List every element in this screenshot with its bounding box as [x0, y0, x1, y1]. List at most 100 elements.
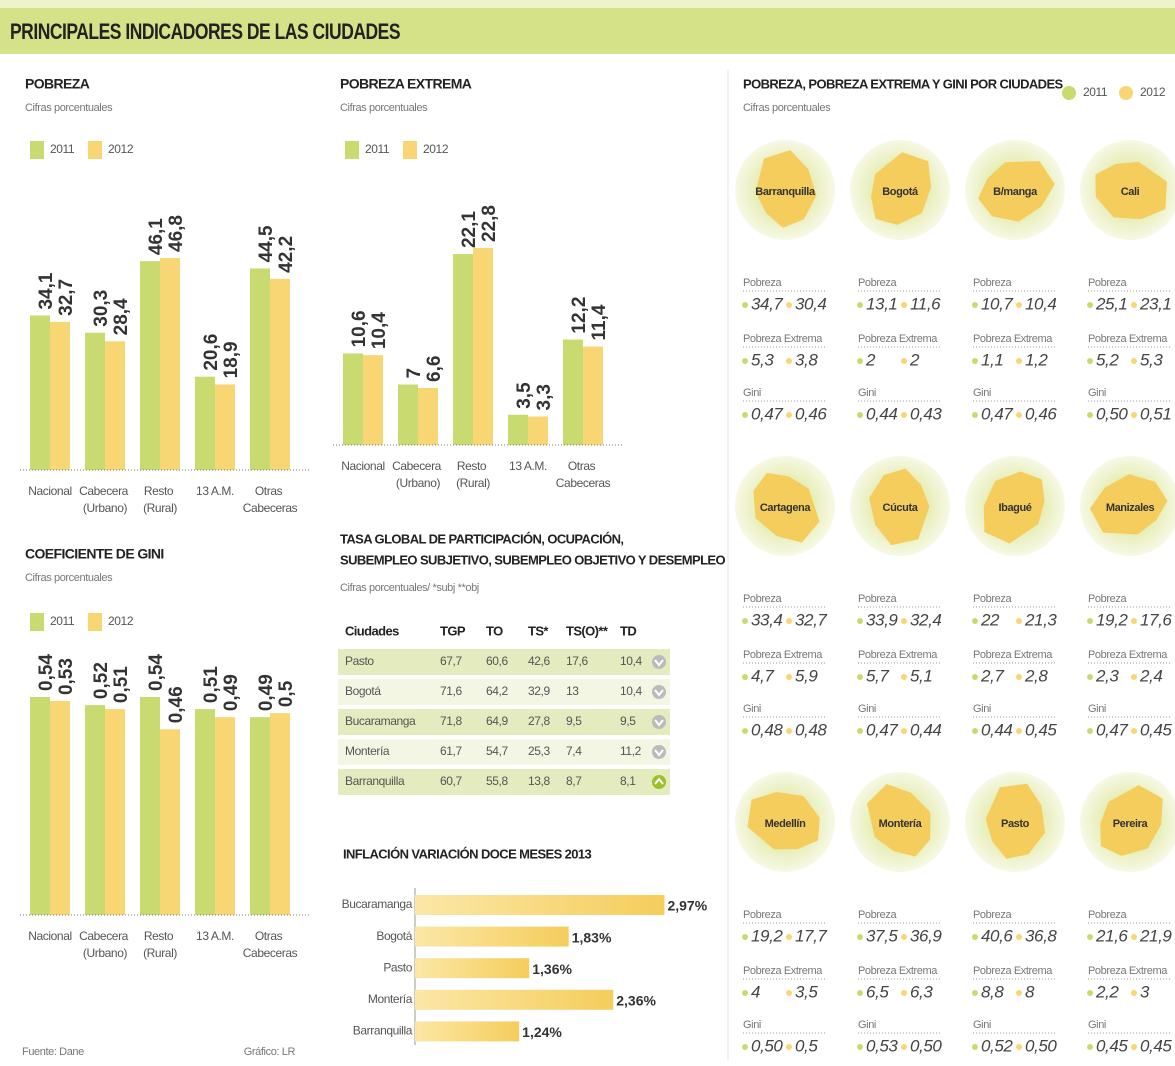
- bar: [140, 261, 160, 470]
- category-label: Cabecera (Urbano): [79, 484, 131, 515]
- city-name: Pasto: [1001, 818, 1030, 830]
- value-dot: [742, 358, 748, 364]
- bar: [583, 346, 603, 445]
- table-cell: 13,8: [528, 774, 550, 788]
- chart-subtitle: Cifras porcentuales: [25, 572, 113, 584]
- city-value: 33,4: [751, 610, 783, 629]
- table-cell: 10,4: [620, 684, 642, 698]
- city-value: 6,3: [910, 982, 933, 1001]
- table-cell: 67,7: [440, 654, 462, 668]
- header-top: [0, 0, 1175, 8]
- bar: [528, 416, 548, 445]
- city-value: 0,45: [1025, 720, 1057, 739]
- field-label: Pobreza Extrema: [1088, 649, 1168, 661]
- city-value: 5,9: [795, 666, 818, 685]
- value-dot: [1131, 728, 1137, 734]
- city-value: 5,3: [751, 350, 774, 369]
- value-dot: [1087, 674, 1093, 680]
- city-value: 0,52: [981, 1036, 1013, 1055]
- table-cell: 64,2: [486, 684, 508, 698]
- city-name: Pereira: [1113, 818, 1149, 830]
- city-value: 36,9: [910, 926, 942, 945]
- value-label: 0,54: [146, 654, 167, 691]
- table-cell: 25,3: [528, 744, 550, 758]
- value-dot: [857, 302, 863, 308]
- table-cell: 55,8: [486, 774, 508, 788]
- value-dot: [1016, 674, 1022, 680]
- city-value: 1,2: [1025, 350, 1048, 369]
- city-map: [871, 152, 932, 225]
- table-cell: 8,1: [620, 774, 636, 788]
- value-dot: [786, 674, 792, 680]
- table-cell: 13: [566, 684, 579, 698]
- value-dot: [1087, 412, 1093, 418]
- field-label: Pobreza: [973, 593, 1012, 605]
- city-value: 8: [1025, 982, 1035, 1001]
- field-label: Pobreza Extrema: [1088, 333, 1168, 345]
- bar: [30, 697, 50, 915]
- bar: [453, 254, 473, 445]
- value-label: 0,52: [91, 662, 112, 699]
- city-value: 30,4: [795, 294, 827, 313]
- field-label: Pobreza Extrema: [743, 333, 823, 345]
- value-dot: [857, 674, 863, 680]
- city-value: 1,1: [981, 350, 1003, 369]
- field-label: Gini: [743, 387, 761, 399]
- value-dot: [901, 674, 907, 680]
- value-label: 34,1: [36, 272, 57, 309]
- value-label: 3,3: [534, 384, 555, 410]
- field-label: Pobreza: [973, 277, 1012, 289]
- value-dot: [857, 618, 863, 624]
- city-map: [985, 783, 1046, 859]
- value-label: 32,7: [56, 279, 77, 316]
- city-value: 5,1: [910, 666, 932, 685]
- panel-subtitle: Cifras porcentuales: [743, 102, 831, 114]
- legend-dot: [1119, 86, 1133, 100]
- value-dot: [901, 934, 907, 940]
- city-value: 23,1: [1139, 294, 1172, 313]
- table-cell: Pasto: [345, 654, 374, 668]
- value-dot: [1131, 990, 1137, 996]
- city-value: 10,7: [981, 294, 1013, 313]
- table-title: TASA GLOBAL DE PARTICIPACIÓN, OCUPACIÓN,: [340, 531, 623, 546]
- city-map: [866, 784, 931, 857]
- bar: [250, 717, 270, 915]
- city-name: Montería: [879, 818, 923, 830]
- table-row: [338, 769, 670, 795]
- table-cell: 61,7: [440, 744, 462, 758]
- value-dot: [1087, 934, 1093, 940]
- value-label: 0,5: [276, 680, 297, 707]
- value-dot: [742, 990, 748, 996]
- table-cell: Barranquilla: [345, 774, 405, 788]
- field-label: Pobreza Extrema: [858, 649, 938, 661]
- legend-label: 2011: [50, 142, 75, 156]
- bar: [140, 697, 160, 915]
- column-header: TO: [486, 623, 503, 638]
- category-label: Cabecera (Urbano): [79, 929, 131, 960]
- city-value: 0,50: [1025, 1036, 1057, 1055]
- city-value: 37,5: [866, 926, 898, 945]
- field-label: Pobreza Extrema: [858, 965, 938, 977]
- value-dot: [1131, 618, 1137, 624]
- value-dot: [972, 728, 978, 734]
- value-label: 44,5: [256, 225, 277, 262]
- value-label: 18,9: [221, 341, 242, 378]
- field-label: Pobreza Extrema: [1088, 965, 1168, 977]
- city-value: 0,44: [981, 720, 1013, 739]
- city-map: [983, 471, 1045, 544]
- legend-swatch: [30, 141, 44, 159]
- city-value: 21,6: [1095, 926, 1128, 945]
- value-dot: [1131, 674, 1137, 680]
- bar: [215, 717, 235, 915]
- bar: [85, 705, 105, 915]
- value-label: 6,6: [424, 356, 445, 382]
- value-dot: [786, 302, 792, 308]
- city-name: Cúcuta: [883, 502, 919, 514]
- value-dot: [1131, 358, 1137, 364]
- bar: [85, 332, 105, 470]
- city-map: [869, 468, 930, 546]
- table-cell: 9,5: [566, 714, 582, 728]
- source: Fuente: Dane: [22, 1046, 84, 1058]
- category-label: 13 A.M.: [196, 929, 234, 943]
- table-row: [338, 709, 670, 735]
